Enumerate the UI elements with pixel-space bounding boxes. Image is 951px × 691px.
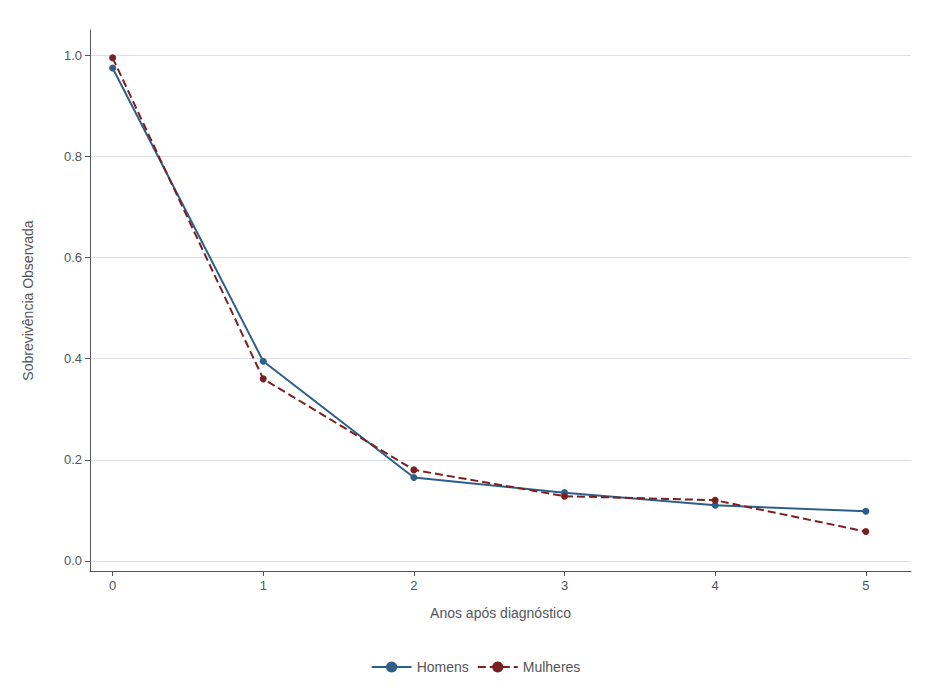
svg-text:Sobrevivência Observada: Sobrevivência Observada [20, 220, 36, 381]
svg-text:2: 2 [410, 578, 417, 593]
svg-text:Homens: Homens [417, 659, 469, 675]
svg-text:1: 1 [260, 578, 267, 593]
svg-text:3: 3 [561, 578, 568, 593]
svg-text:4: 4 [712, 578, 719, 593]
svg-text:5: 5 [862, 578, 869, 593]
svg-text:0.4: 0.4 [64, 351, 82, 366]
svg-text:0.0: 0.0 [64, 553, 82, 568]
svg-text:Anos após diagnóstico: Anos após diagnóstico [430, 605, 571, 621]
svg-text:0.2: 0.2 [64, 452, 82, 467]
svg-text:1.0: 1.0 [64, 48, 82, 63]
svg-text:0.8: 0.8 [64, 149, 82, 164]
svg-text:Mulheres: Mulheres [523, 659, 581, 675]
svg-text:0.6: 0.6 [64, 250, 82, 265]
svg-text:0: 0 [109, 578, 116, 593]
